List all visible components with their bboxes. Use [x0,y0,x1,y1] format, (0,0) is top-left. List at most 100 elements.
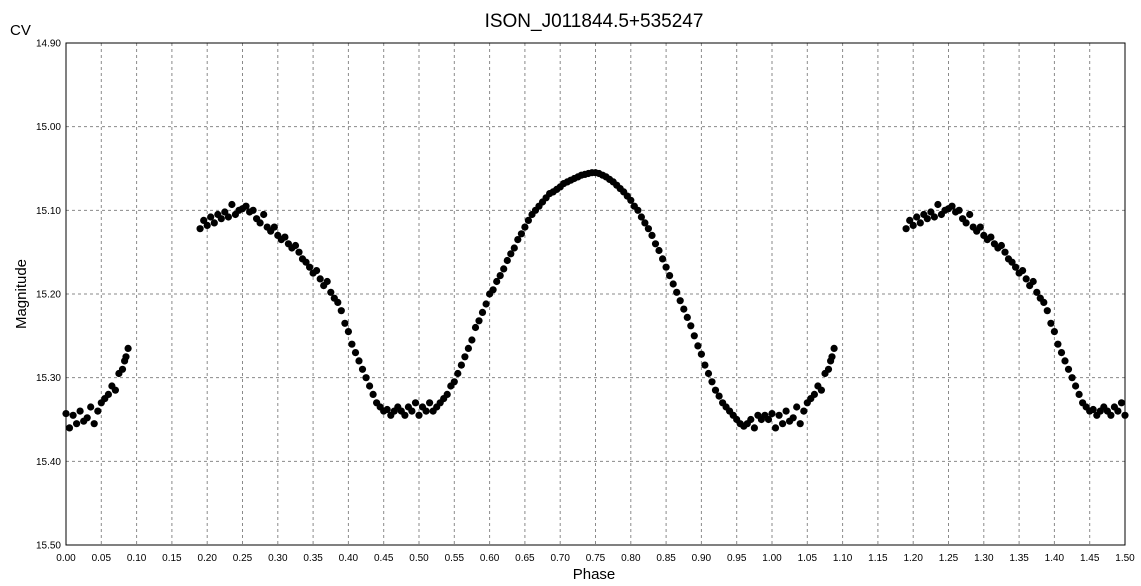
data-point [327,288,335,296]
data-point [659,255,667,263]
data-point [503,256,511,265]
tick-labels: 0.00 0.05 0.10 0.15 0.20 0.25 0.30 0.35 0.40 0.45… [36,39,1135,565]
gridlines [66,43,1125,545]
data-point [408,407,416,415]
data-point [775,411,783,419]
data-point [496,272,504,280]
data-points [62,169,1129,432]
y-tick-label: 15.00 [36,122,61,133]
data-point [461,353,469,361]
data-point [464,344,472,352]
data-point [517,230,526,238]
data-point [1043,307,1051,315]
data-point [221,208,229,216]
data-point [443,390,451,398]
x-tick-label: 0.90 [692,553,712,564]
data-point [471,323,480,332]
data-point [655,246,663,255]
data-point [750,424,759,432]
x-tick-label: 0.20 [197,553,217,564]
data-point [1001,248,1009,256]
x-tick-label: 1.50 [1115,553,1135,564]
plot-frame [65,42,1126,546]
data-point [256,219,264,227]
data-point [1057,349,1066,357]
data-point [828,353,836,361]
data-point [768,410,776,418]
data-point [1089,405,1097,414]
x-tick-label: 1.05 [798,553,818,564]
x-tick-label: 0.10 [127,553,147,564]
data-point [680,305,688,313]
data-point [122,353,130,361]
data-point [1075,390,1083,398]
x-tick-label: 1.25 [939,553,959,564]
data-point [697,350,706,358]
x-tick-label: 1.15 [868,553,888,564]
data-point [334,298,342,306]
data-point [1117,399,1126,407]
data-point [641,219,649,227]
data-point [454,369,462,378]
data-point [87,403,95,411]
data-point [683,313,691,321]
y-axis-unit-label: CV [10,22,31,39]
data-point [673,288,681,296]
data-point [124,344,132,352]
data-point [210,219,218,227]
data-point [104,390,112,398]
data-point [1114,407,1122,415]
data-point [711,386,720,394]
data-point [824,365,833,373]
data-point [997,241,1006,250]
data-point [196,225,204,233]
data-point [704,369,713,378]
data-point [507,250,515,258]
data-point [796,420,804,428]
data-point [341,319,349,327]
y-tick-label: 14.90 [36,39,61,50]
data-point [450,378,458,386]
data-point [987,233,995,241]
x-tick-label: 0.75 [586,553,606,564]
y-tick-label: 15.40 [36,457,61,468]
data-point [1061,357,1069,365]
data-point [358,365,367,373]
x-tick-label: 0.00 [56,553,76,564]
data-point [715,392,723,400]
data-point [203,221,211,229]
data-point [779,420,787,428]
data-point [1068,374,1076,382]
data-point [348,340,356,348]
x-tick-label: 0.85 [656,553,676,564]
data-point [1072,382,1080,390]
data-point [457,361,465,369]
data-point [909,221,917,229]
data-point [200,216,208,224]
y-tick-label: 15.10 [36,206,61,217]
data-point [118,365,127,373]
x-tick-label: 0.70 [550,553,570,564]
data-point [644,225,653,233]
data-point [366,382,374,390]
x-tick-label: 0.95 [727,553,747,564]
data-point [83,414,91,422]
data-point [648,231,656,239]
data-point [323,277,331,286]
data-point [690,332,698,340]
data-point [1054,340,1062,348]
data-point [478,308,487,316]
chart-title: ISON_J011844.5+535247 [485,11,704,32]
x-tick-label: 0.25 [233,553,253,564]
data-point [669,280,677,288]
data-point [764,415,773,424]
data-point [708,378,716,386]
x-tick-label: 1.35 [1009,553,1029,564]
data-point [228,200,236,209]
data-point [249,206,257,214]
data-point [291,241,300,250]
data-point [207,213,215,221]
data-point [65,424,74,432]
data-point [1008,258,1016,266]
